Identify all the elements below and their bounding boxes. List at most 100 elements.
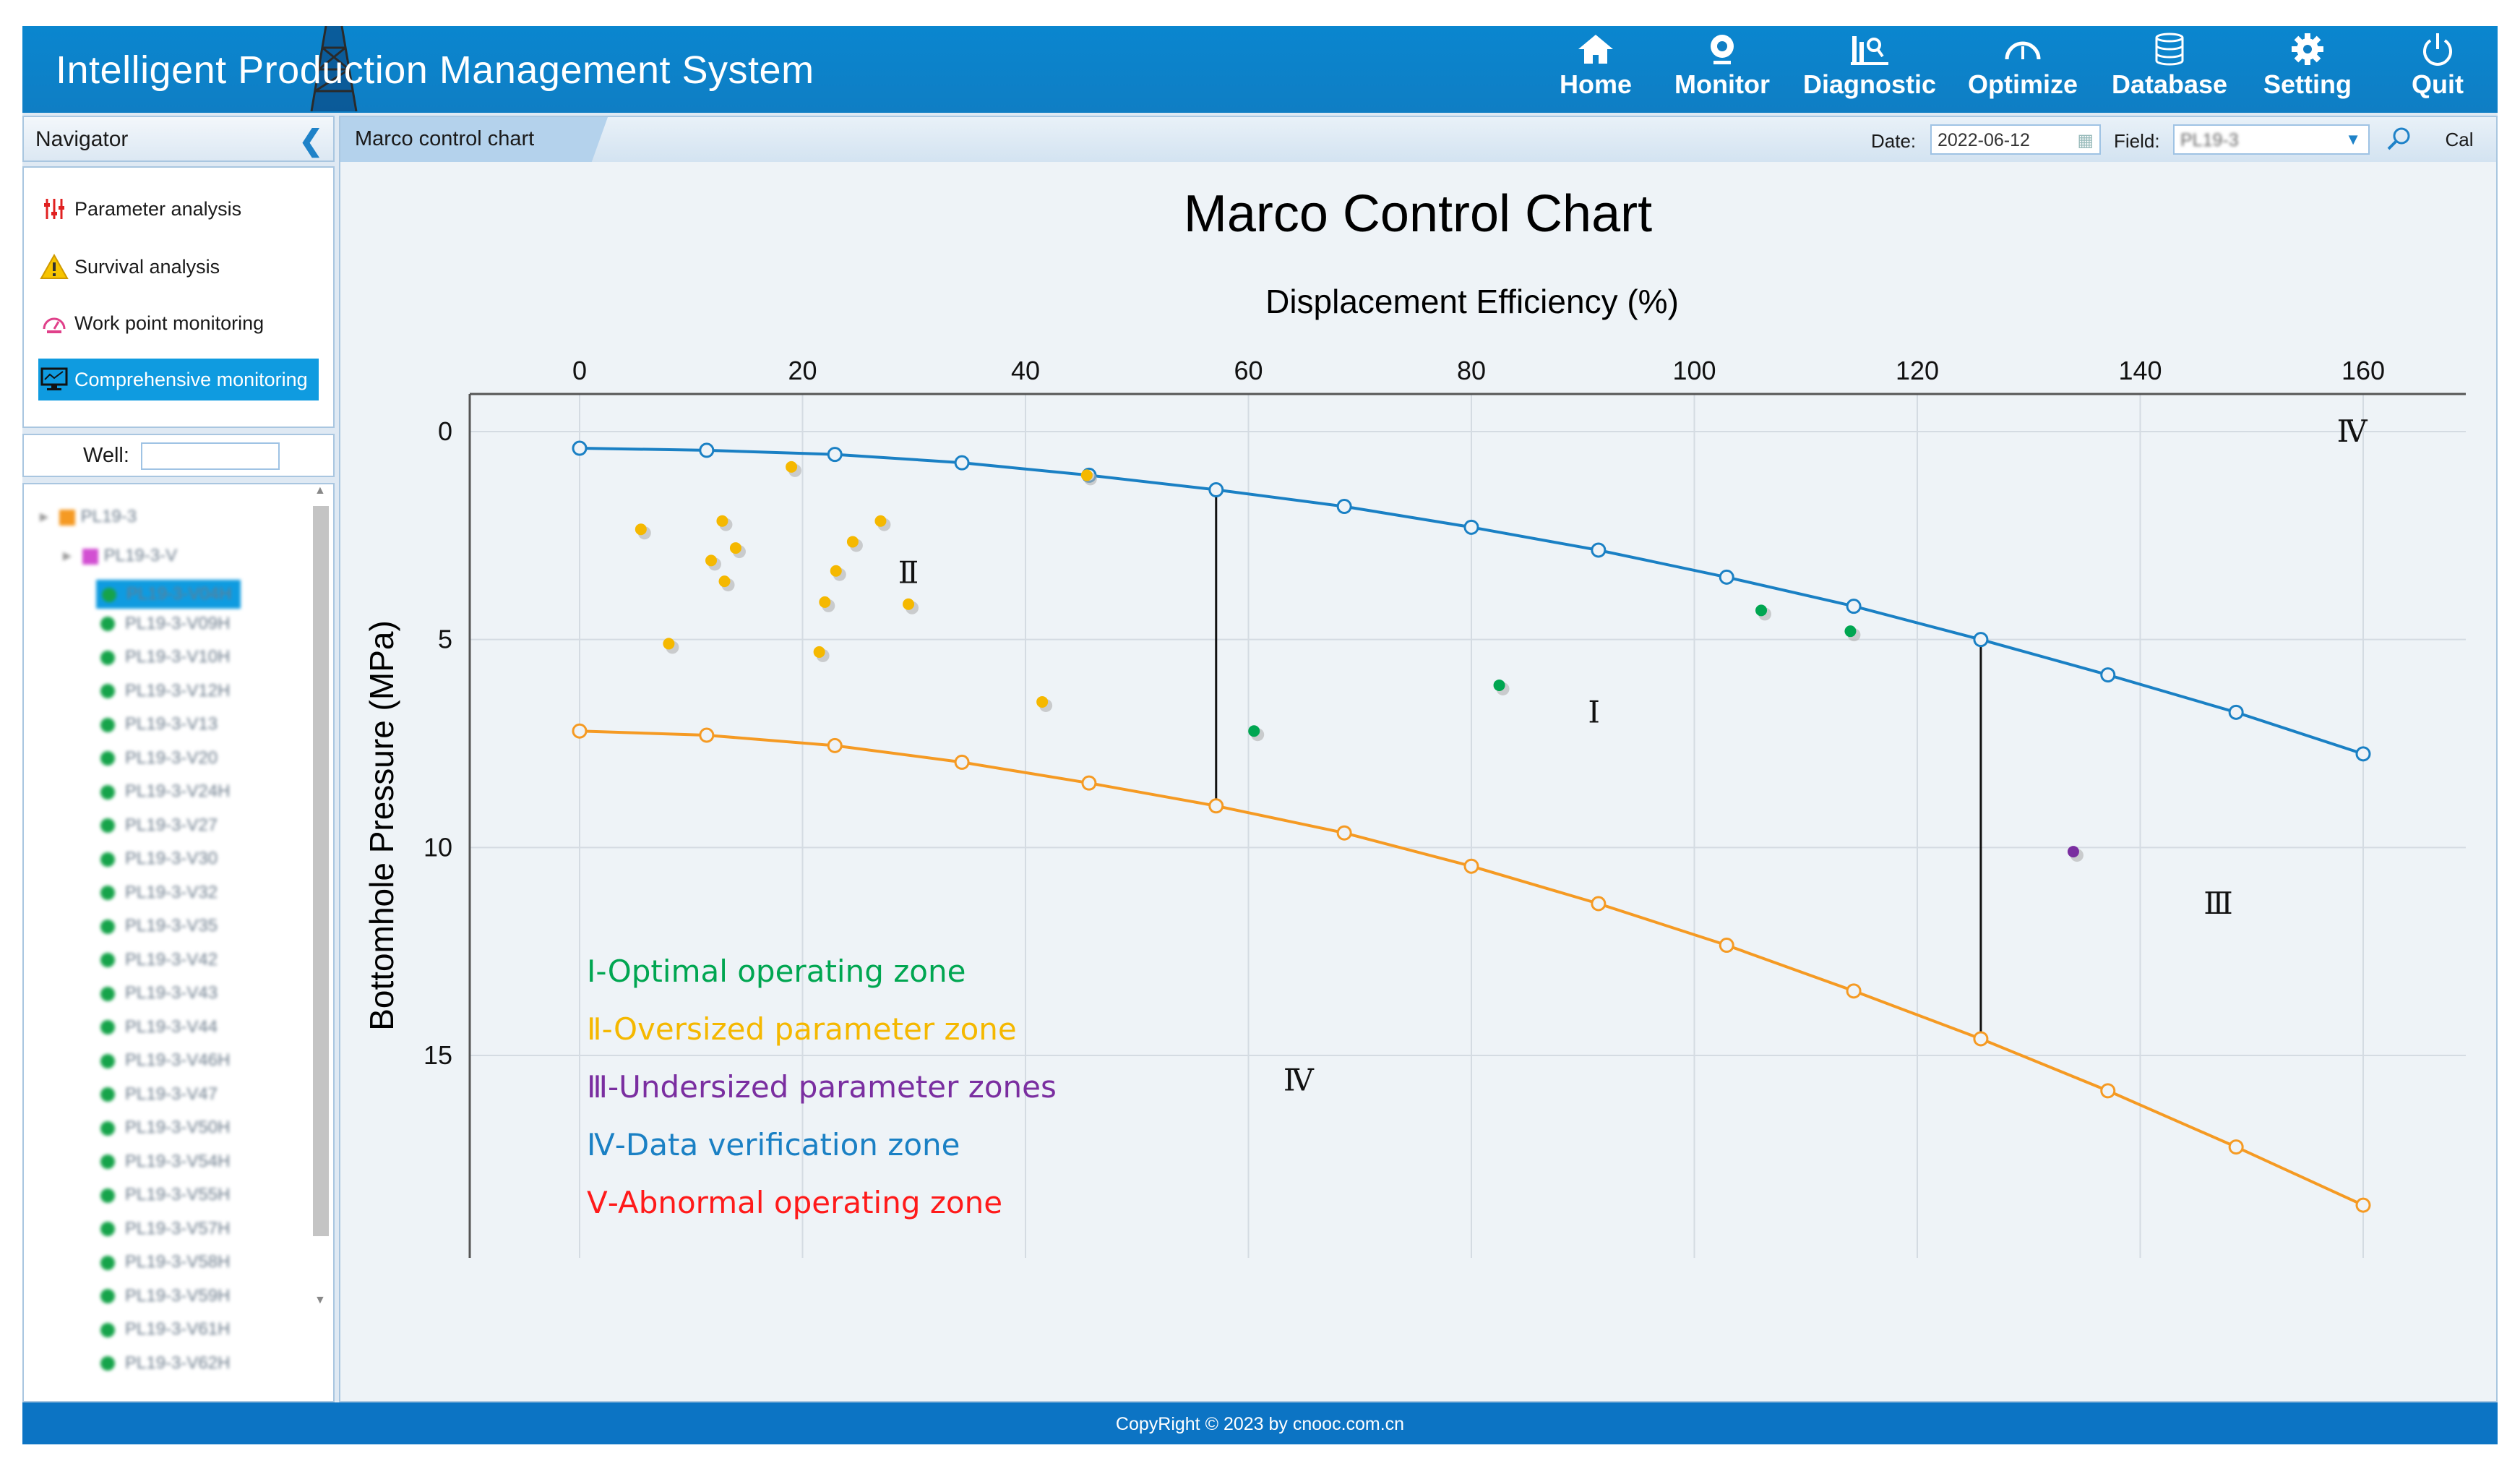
tree-well-node[interactable]: PL19-3-V55H: [100, 1185, 230, 1214]
well-status-dot: [100, 1121, 115, 1136]
tree-well-node[interactable]: PL19-3-V43: [100, 983, 218, 1012]
derrick-logo-icon: [310, 26, 358, 111]
tree-well-node[interactable]: PL19-3-V61H: [100, 1319, 230, 1348]
tree-well-node[interactable]: PL19-3-V57H: [100, 1219, 230, 1248]
nav-quit-label: Quit: [2412, 69, 2464, 99]
x-axis-title: Displacement Efficiency (%): [1265, 283, 1679, 320]
upper-curve-point: [2355, 746, 2371, 762]
well-status-dot: [100, 1020, 115, 1035]
menu-item-comprehensive-monitoring[interactable]: Comprehensive monitoring: [38, 359, 319, 400]
well-status-dot: [100, 919, 115, 934]
tree-well-node[interactable]: PL19-3-V54H: [100, 1152, 230, 1181]
data-point-zone-ii: [663, 638, 675, 650]
nav-database-label: Database: [2111, 69, 2228, 99]
app-window: Intelligent Production Management System…: [22, 26, 2498, 1444]
menu-item-work-point-monitoring[interactable]: Work point monitoring: [38, 302, 322, 344]
tree-well-node[interactable]: PL19-3-V24H: [100, 781, 230, 810]
function-menu: Parameter analysis Survival analysis Wor…: [22, 166, 335, 428]
menu-item-survival-analysis[interactable]: Survival analysis: [38, 246, 322, 288]
upper-curve-point: [699, 442, 715, 458]
calendar-icon[interactable]: ▦: [2077, 131, 2094, 150]
home-icon: [1578, 35, 1613, 64]
tree-well-node[interactable]: PL19-3-V47: [100, 1084, 218, 1113]
zone-label: Ⅳ: [2337, 414, 2368, 449]
tab-marco-control-chart[interactable]: Marco control chart: [340, 117, 608, 162]
tree-well-node[interactable]: PL19-3-V46H: [100, 1050, 230, 1079]
gauge-icon: [2005, 41, 2041, 60]
menu-item-parameter-analysis[interactable]: Parameter analysis: [38, 188, 322, 230]
data-point-zone-ii: [718, 575, 731, 588]
tree-well-node[interactable]: PL19-3-V10H: [100, 647, 230, 676]
toolbar: Marco control chart Date: 2022-06-12 ▦ F…: [340, 117, 2496, 162]
folder-icon: [59, 509, 75, 526]
nav-diagnostic-label: Diagnostic: [1802, 69, 1937, 99]
tree-well-label: PL19-3-V20: [125, 747, 218, 768]
well-status-dot: [100, 1188, 115, 1203]
tree-well-node[interactable]: PL19-3-V35: [100, 916, 218, 945]
date-input[interactable]: 2022-06-12 ▦: [1930, 124, 2101, 155]
nav-optimize-label: Optimize: [1967, 69, 2078, 99]
lower-curve-point: [1591, 896, 1607, 912]
field-select[interactable]: PL19-3 ▼: [2173, 124, 2370, 155]
nav-diagnostic-button[interactable]: Diagnostic: [1795, 32, 1944, 111]
tree-root-node[interactable]: ▸ PL19-3: [40, 507, 137, 526]
upper-curve-point: [1591, 542, 1607, 558]
well-input[interactable]: [141, 442, 280, 470]
nav-monitor-button[interactable]: Monitor: [1672, 32, 1773, 111]
menu-label-work-point-monitoring: Work point monitoring: [74, 312, 265, 334]
tree-well-node[interactable]: PL19-3-V20: [100, 748, 218, 777]
scroll-down-icon[interactable]: ▼: [314, 1294, 326, 1306]
tree-well-node[interactable]: PL19-3-V58H: [100, 1252, 230, 1281]
tree-well-label: PL19-3-V59H: [125, 1285, 231, 1306]
date-label: Date:: [1871, 130, 1917, 152]
well-status-dot: [100, 953, 115, 968]
lower-curve-point: [2228, 1139, 2244, 1155]
tree-well-node[interactable]: PL19-3-V59H: [100, 1286, 230, 1315]
tree-scrollbar[interactable]: ▲ ▼: [311, 484, 329, 1401]
tree-well-node[interactable]: PL19-3-V32: [100, 883, 218, 912]
tree-well-node[interactable]: PL19-3-V42: [100, 950, 218, 979]
tree-well-node[interactable]: PL19-3-V50H: [100, 1118, 230, 1147]
upper-curve-point: [1336, 499, 1352, 515]
well-status-dot: [100, 1087, 115, 1102]
calculate-button[interactable]: Cal: [2445, 129, 2474, 150]
header-bar: Intelligent Production Management System…: [22, 26, 2498, 113]
tree-well-label: PL19-3-V61H: [125, 1319, 231, 1339]
search-button[interactable]: [2384, 124, 2422, 155]
upper-curve-point: [1208, 482, 1224, 498]
upper-curve-point: [954, 455, 970, 471]
date-value: 2022-06-12: [1938, 130, 2030, 150]
data-point-zone-ii: [819, 596, 831, 608]
tree-well-node[interactable]: PL19-3-V30: [100, 849, 218, 878]
tree-well-node[interactable]: PL19-3-V13: [100, 714, 218, 743]
tree-well-node[interactable]: PL19-3-V62H: [100, 1353, 230, 1382]
tree-well-label: PL19-3-V57H: [125, 1218, 231, 1238]
tree-well-node[interactable]: PL19-3-V09H: [100, 614, 230, 643]
collapse-chevron-icon[interactable]: ❮: [298, 125, 323, 157]
sidebar: Navigator ❮ Parameter analysis Survival …: [22, 116, 335, 1402]
nav-home-label: Home: [1559, 69, 1633, 99]
well-status-dot: [100, 1053, 115, 1068]
data-point-zone-ii: [1080, 469, 1093, 481]
well-status-dot: [100, 1289, 115, 1304]
nav-database-button[interactable]: Database: [2107, 32, 2232, 111]
nav-optimize-button[interactable]: Optimize: [1965, 32, 2081, 111]
x-tick-label: 40: [1011, 356, 1040, 385]
nav-quit-button[interactable]: Quit: [2398, 32, 2477, 111]
tree-well-node[interactable]: PL19-3-V44: [100, 1017, 218, 1046]
tree-well-node[interactable]: PL19-3-V27: [100, 815, 218, 844]
tree-well-node[interactable]: PL19-3-V12H: [100, 681, 230, 710]
tree-well-node[interactable]: PL19-3-V04H: [96, 580, 241, 609]
tree-well-label: PL19-3-V55H: [125, 1185, 231, 1204]
legend-item: Ⅰ-Optimal operating zone: [587, 954, 966, 989]
nav-home-button[interactable]: Home: [1549, 32, 1643, 111]
nav-setting-button[interactable]: Setting: [2257, 32, 2358, 111]
footer-bar: CopyRight © 2023 by cnooc.com.cn: [22, 1402, 2498, 1444]
chevron-down-icon: ▼: [2345, 130, 2361, 148]
scroll-up-icon[interactable]: ▲: [314, 484, 326, 497]
zone-label: Ⅳ: [1283, 1063, 1315, 1098]
tree-scroll-thumb[interactable]: [313, 506, 329, 1236]
tree-group-node[interactable]: ▸ PL19-3-V: [63, 546, 178, 565]
parameter-icon: [38, 193, 70, 225]
upper-curve-point: [2100, 667, 2116, 683]
